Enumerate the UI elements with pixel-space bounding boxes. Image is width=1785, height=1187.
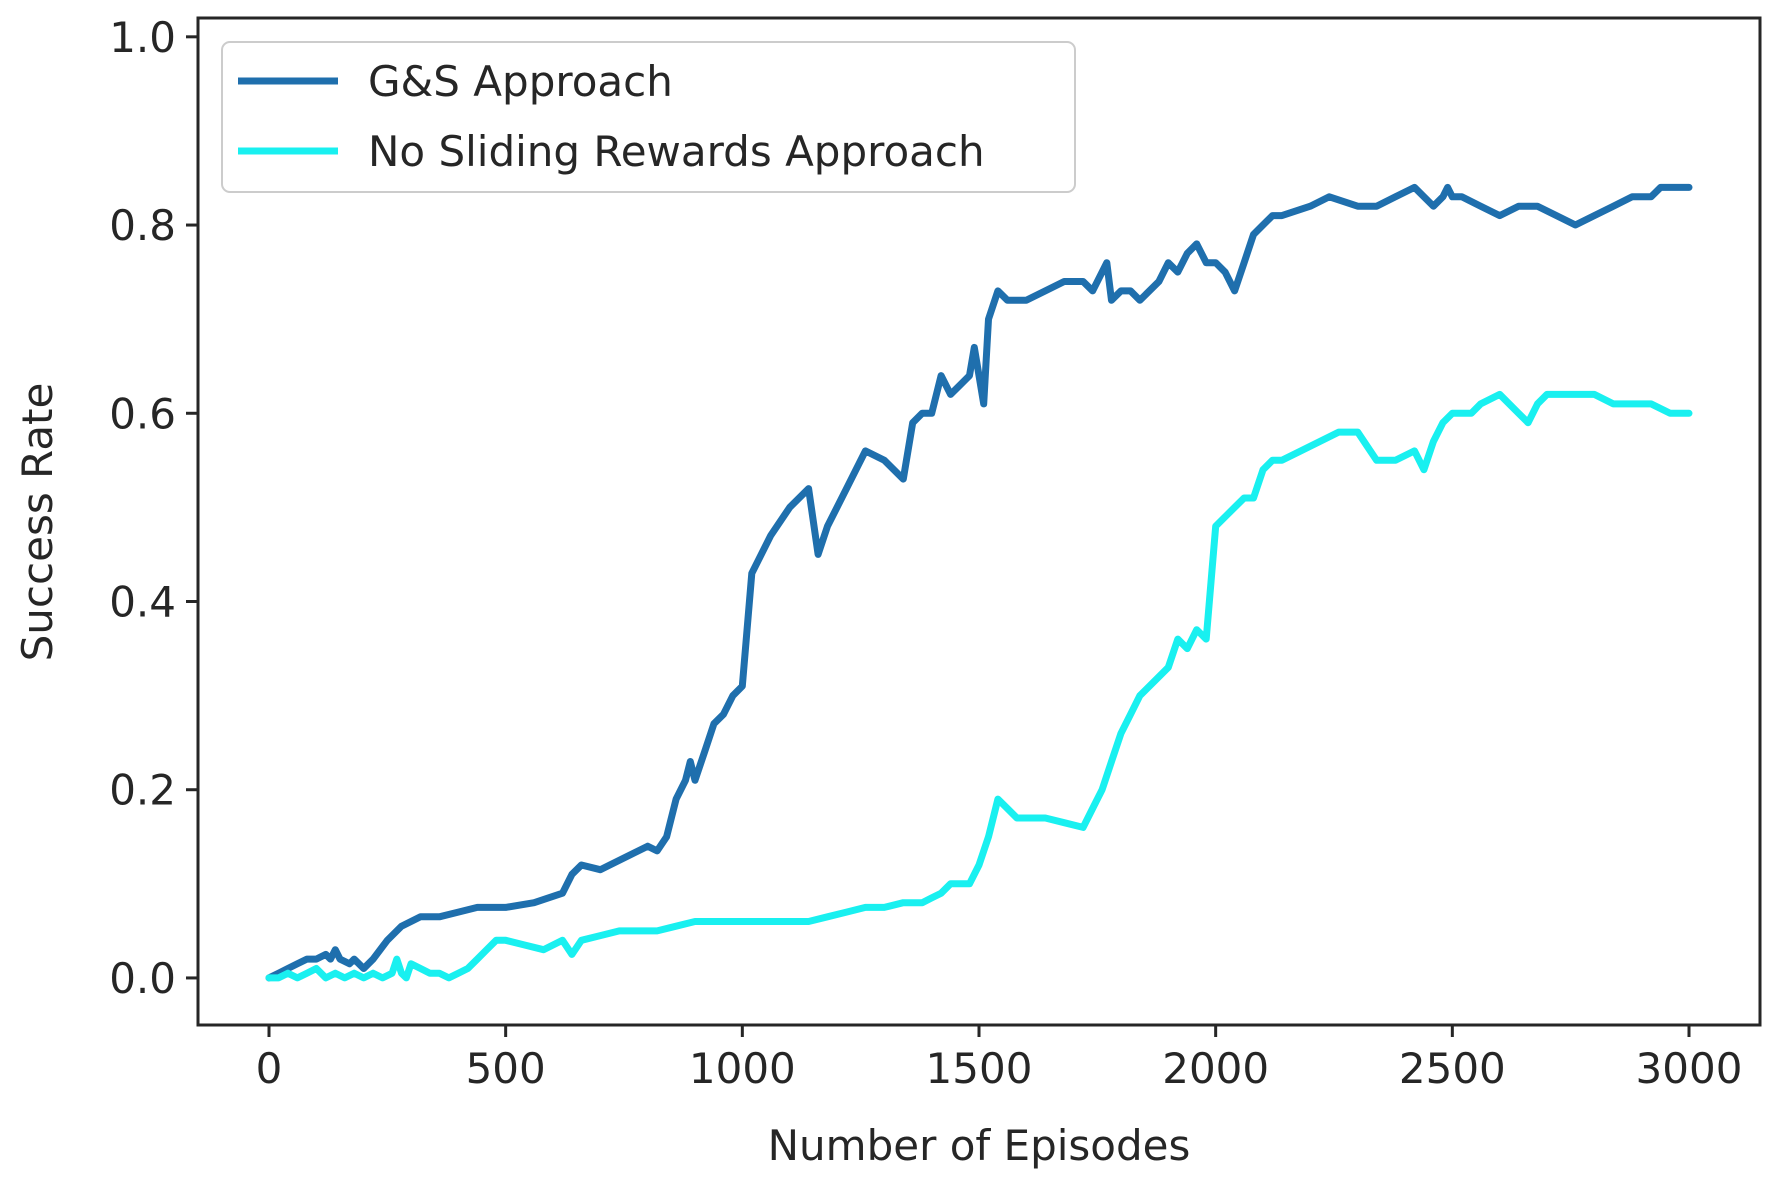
y-tick-label: 1.0 (109, 13, 176, 62)
series-line-no-sliding-rewards (265, 390, 1693, 982)
legend-label-no-sliding-rewards: No Sliding Rewards Approach (368, 127, 985, 176)
x-tick-label: 0 (256, 1044, 283, 1093)
y-tick-label: 0.6 (109, 389, 176, 438)
plot-lines (265, 183, 1693, 982)
legend-box (221, 41, 1076, 193)
x-tick-label: 500 (466, 1044, 546, 1093)
x-tick-label: 1500 (926, 1044, 1033, 1093)
x-tick-label: 3000 (1636, 1044, 1743, 1093)
legend-label-gs-approach: G&S Approach (368, 57, 673, 106)
x-axis: 0 500 1000 1500 2000 2500 3000 (256, 1025, 1743, 1093)
y-axis: 0.0 0.2 0.4 0.6 0.8 1.0 (109, 13, 198, 1003)
x-tick-label: 2500 (1399, 1044, 1506, 1093)
x-axis-label: Number of Episodes (768, 1121, 1191, 1170)
y-tick-label: 0.4 (109, 577, 176, 626)
y-axis-label: Success Rate (13, 383, 62, 662)
y-tick-label: 0.2 (109, 766, 176, 815)
x-tick-label: 2000 (1162, 1044, 1269, 1093)
series-line-gs-approach (265, 183, 1693, 982)
y-tick-label: 0.0 (109, 954, 176, 1003)
y-tick-label: 0.8 (109, 201, 176, 250)
x-tick-label: 1000 (689, 1044, 796, 1093)
legend: G&S Approach No Sliding Rewards Approach (221, 41, 1076, 193)
